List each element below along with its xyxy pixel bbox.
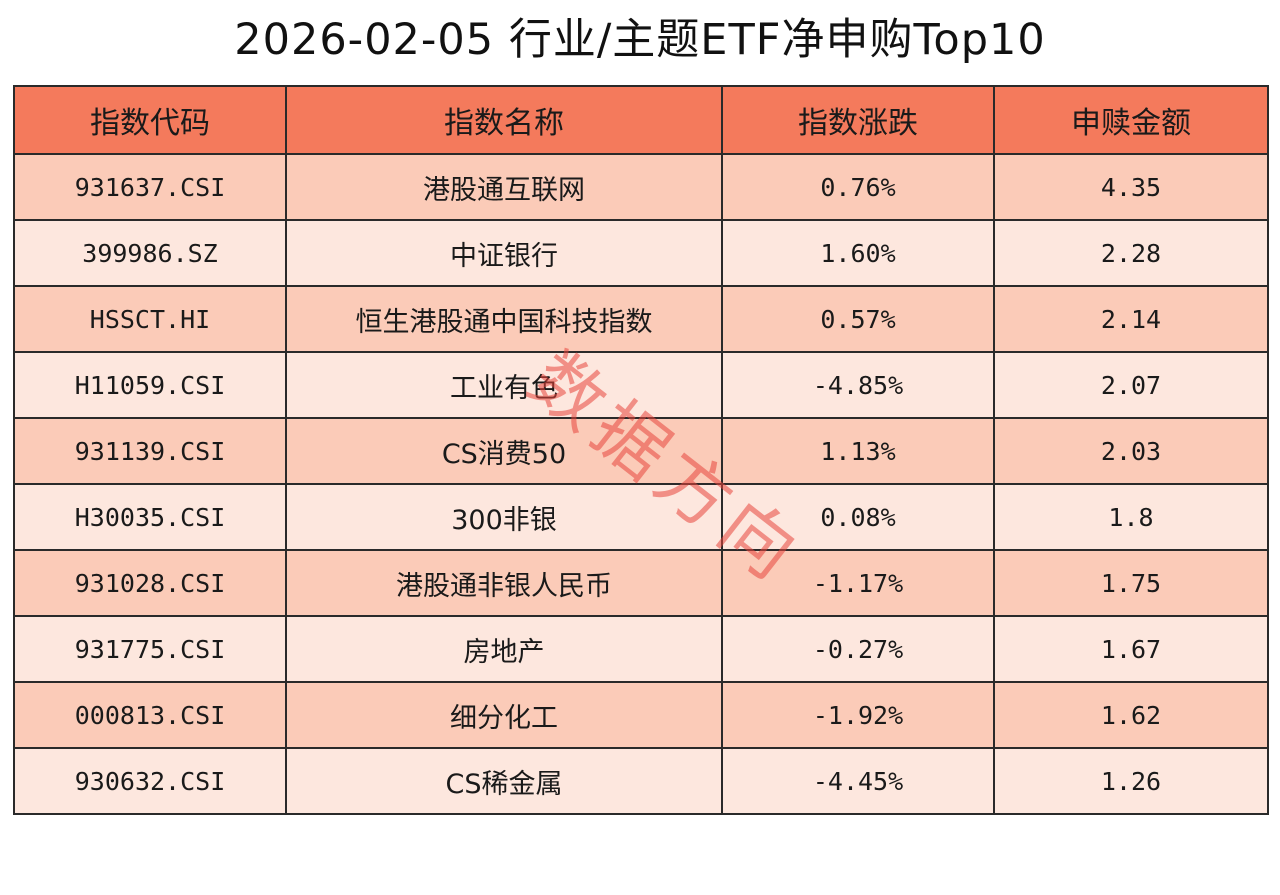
table-row: 931139.CSI CS消费50 1.13% 2.03 — [13, 417, 1269, 485]
column-header-change: 指数涨跌 — [721, 85, 995, 155]
index-change-cell: 1.60% — [721, 219, 995, 287]
index-code-cell: HSSCT.HI — [13, 285, 287, 353]
index-name-cell: 房地产 — [285, 615, 723, 683]
page-title: 2026-02-05 行业/主题ETF净申购Top10 — [234, 15, 1046, 65]
table-row: HSSCT.HI 恒生港股通中国科技指数 0.57% 2.14 — [13, 285, 1269, 353]
net-amount-cell: 2.28 — [993, 219, 1269, 287]
index-code-cell: 931028.CSI — [13, 549, 287, 617]
index-change-cell: -4.45% — [721, 747, 995, 815]
net-amount-cell: 1.62 — [993, 681, 1269, 749]
net-amount-cell: 1.75 — [993, 549, 1269, 617]
index-code-cell: H11059.CSI — [13, 351, 287, 419]
net-amount-cell: 1.67 — [993, 615, 1269, 683]
index-name-cell: 工业有色 — [285, 351, 723, 419]
table-header-row: 指数代码 指数名称 指数涨跌 申赎金额 — [13, 85, 1269, 155]
index-code-cell: 931139.CSI — [13, 417, 287, 485]
net-amount-cell: 1.26 — [993, 747, 1269, 815]
index-change-cell: -0.27% — [721, 615, 995, 683]
net-amount-cell: 2.07 — [993, 351, 1269, 419]
etf-table: 指数代码 指数名称 指数涨跌 申赎金额 931637.CSI 港股通互联网 0.… — [13, 85, 1269, 815]
index-code-cell: 930632.CSI — [13, 747, 287, 815]
index-name-cell: 恒生港股通中国科技指数 — [285, 285, 723, 353]
index-code-cell: 399986.SZ — [13, 219, 287, 287]
index-change-cell: 0.57% — [721, 285, 995, 353]
table-row: H11059.CSI 工业有色 -4.85% 2.07 — [13, 351, 1269, 419]
index-name-cell: 300非银 — [285, 483, 723, 551]
index-name-cell: 港股通非银人民币 — [285, 549, 723, 617]
index-code-cell: 000813.CSI — [13, 681, 287, 749]
index-change-cell: 0.08% — [721, 483, 995, 551]
net-amount-cell: 4.35 — [993, 153, 1269, 221]
index-name-cell: 细分化工 — [285, 681, 723, 749]
index-code-cell: 931637.CSI — [13, 153, 287, 221]
index-name-cell: 中证银行 — [285, 219, 723, 287]
table-row: 931775.CSI 房地产 -0.27% 1.67 — [13, 615, 1269, 683]
table-row: H30035.CSI 300非银 0.08% 1.8 — [13, 483, 1269, 551]
column-header-name: 指数名称 — [285, 85, 723, 155]
index-code-cell: H30035.CSI — [13, 483, 287, 551]
table-row: 399986.SZ 中证银行 1.60% 2.28 — [13, 219, 1269, 287]
index-code-cell: 931775.CSI — [13, 615, 287, 683]
net-amount-cell: 1.8 — [993, 483, 1269, 551]
net-amount-cell: 2.03 — [993, 417, 1269, 485]
index-change-cell: -4.85% — [721, 351, 995, 419]
table-row: 000813.CSI 细分化工 -1.92% 1.62 — [13, 681, 1269, 749]
index-change-cell: 0.76% — [721, 153, 995, 221]
index-change-cell: 1.13% — [721, 417, 995, 485]
index-name-cell: CS稀金属 — [285, 747, 723, 815]
index-change-cell: -1.92% — [721, 681, 995, 749]
table-row: 931637.CSI 港股通互联网 0.76% 4.35 — [13, 153, 1269, 221]
table-row: 930632.CSI CS稀金属 -4.45% 1.26 — [13, 747, 1269, 815]
column-header-amount: 申赎金额 — [993, 85, 1269, 155]
net-amount-cell: 2.14 — [993, 285, 1269, 353]
index-name-cell: CS消费50 — [285, 417, 723, 485]
table-row: 931028.CSI 港股通非银人民币 -1.17% 1.75 — [13, 549, 1269, 617]
column-header-code: 指数代码 — [13, 85, 287, 155]
index-change-cell: -1.17% — [721, 549, 995, 617]
index-name-cell: 港股通互联网 — [285, 153, 723, 221]
